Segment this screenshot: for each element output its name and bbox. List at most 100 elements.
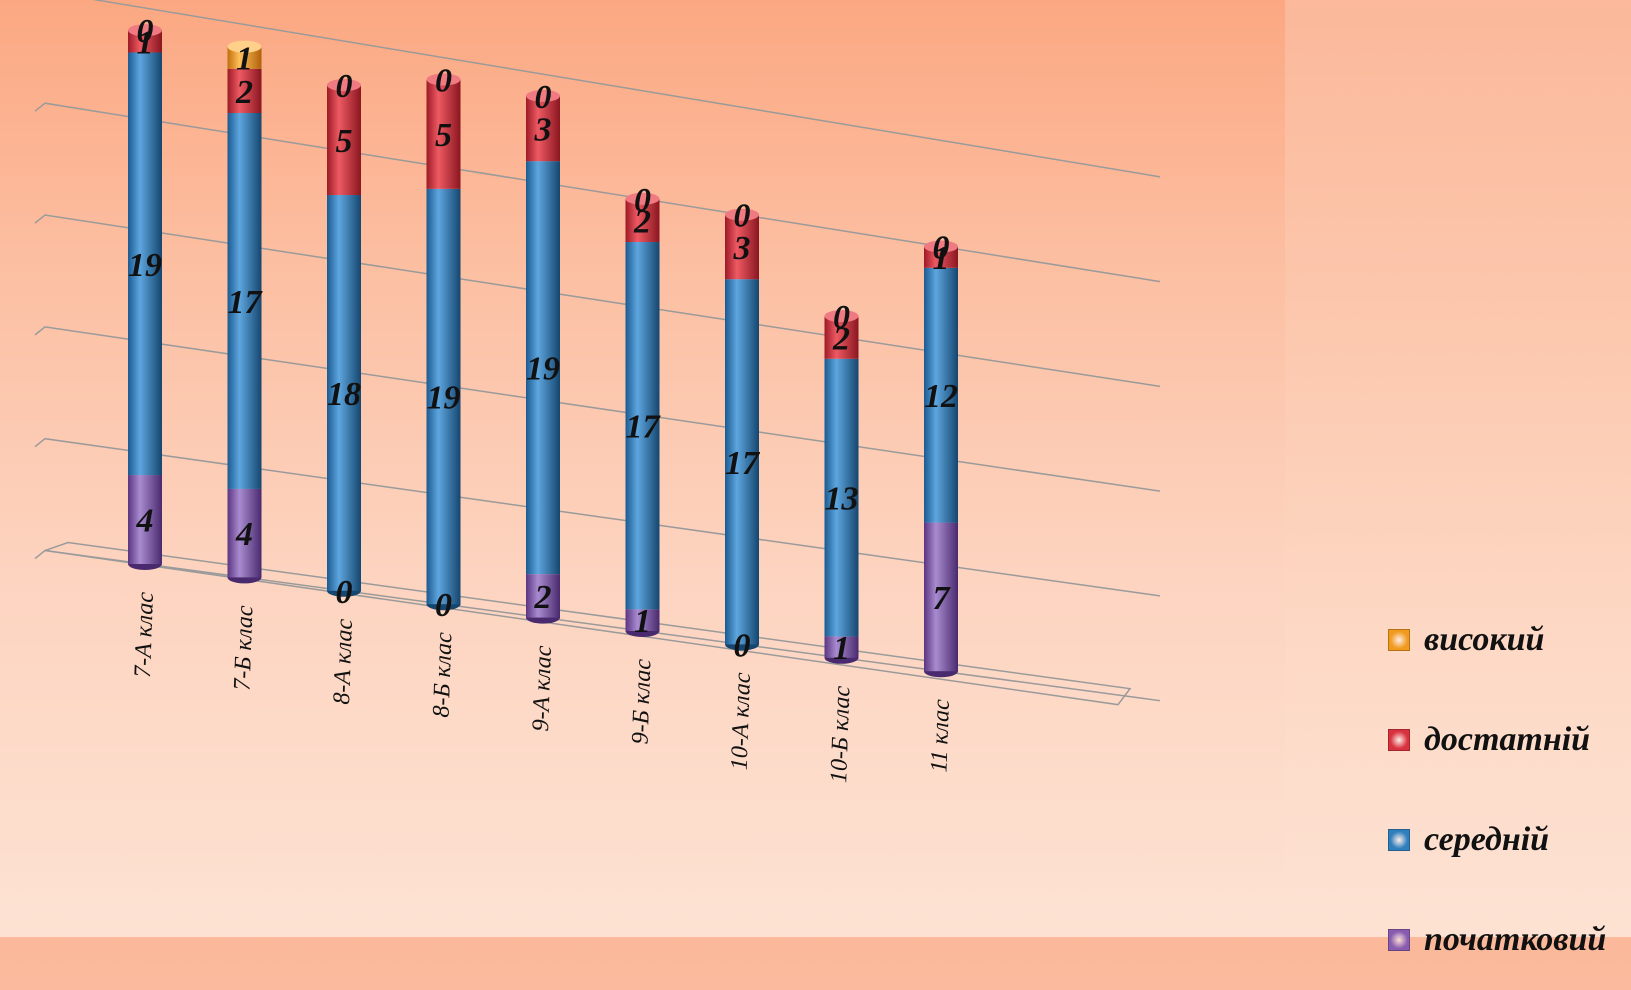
bar-segment (526, 574, 560, 618)
category-label: 7-Б клас (230, 605, 259, 691)
bar-stack (526, 89, 560, 624)
data-label: 1 (236, 41, 253, 78)
gridline (34, 437, 1161, 597)
data-label: 0 (336, 574, 353, 611)
category-label: 10-Б клас (826, 685, 855, 783)
gridlines (34, 0, 1161, 702)
data-label: 12 (924, 378, 958, 415)
data-label: 0 (933, 230, 950, 267)
data-label: 18 (327, 376, 361, 413)
legend-swatch (1388, 929, 1410, 951)
bar-top-cap (625, 192, 660, 205)
legend: високий достатній середній початковий (1388, 590, 1628, 990)
data-label: 13 (825, 481, 859, 518)
data-label: 17 (725, 445, 761, 482)
floor-outline (44, 541, 1132, 706)
data-label: 1 (833, 630, 850, 667)
bar-segment (625, 609, 660, 631)
bar-segment (625, 198, 660, 243)
data-label: 4 (136, 503, 154, 540)
legend-item: початковий (1388, 890, 1628, 990)
data-label: 3 (534, 112, 552, 149)
bar-segment (924, 522, 958, 672)
data-label: 2 (534, 579, 552, 616)
legend-item: високий (1388, 590, 1628, 690)
category-axis-labels: 7-А клас 7-Б клас 8-А клас 8-Б клас 9-А клас… (130, 591, 955, 783)
bar-segment (426, 188, 461, 605)
bar-segment (924, 267, 958, 523)
bar-segment (725, 214, 759, 280)
bar-segment (526, 161, 560, 575)
bar-segment (924, 246, 958, 268)
data-label: 17 (228, 284, 264, 321)
bar-top-cap (426, 73, 461, 86)
data-label: 5 (336, 123, 353, 160)
bar-segment (227, 488, 262, 578)
category-label: 8-А клас (329, 618, 358, 705)
data-label: 0 (137, 13, 154, 50)
gridline (34, 102, 1161, 283)
data-label: 1 (933, 240, 950, 277)
bar-segment (824, 636, 859, 658)
data-label: 0 (634, 182, 651, 219)
category-label: 8-Б клас (429, 631, 458, 717)
chart-floor (44, 541, 1132, 706)
bars (128, 24, 958, 678)
data-label: 0 (435, 587, 452, 624)
bar-segment (227, 46, 262, 69)
bar-segment (128, 475, 162, 564)
bar-stack (426, 73, 461, 611)
data-label: 0 (535, 79, 552, 116)
gridline (92, 0, 1161, 178)
bar-top-cap (526, 89, 560, 102)
bar-segment (824, 316, 859, 359)
data-label: 19 (128, 247, 162, 284)
category-label: 9-А клас (528, 645, 557, 732)
gridline (34, 214, 1161, 388)
bar-segment (327, 195, 361, 591)
bar-stack (824, 310, 859, 664)
bar-stack (725, 208, 759, 651)
data-label: 7 (933, 580, 952, 617)
data-label: 5 (435, 117, 452, 154)
bar-segment (625, 242, 660, 610)
gridline (34, 326, 1161, 492)
bar-top-cap (824, 310, 859, 323)
legend-label: середній (1424, 821, 1550, 858)
bar-top-cap (227, 40, 262, 53)
legend-item: достатній (1388, 690, 1628, 790)
category-label: 7-А клас (130, 591, 159, 678)
data-label: 1 (634, 603, 651, 640)
legend-swatch (1388, 729, 1410, 751)
bar-stack (625, 192, 660, 637)
category-label: 11 клас (926, 698, 955, 773)
bar-segment (526, 95, 560, 162)
data-label: 4 (235, 516, 253, 553)
data-label: 19 (427, 380, 461, 417)
legend-swatch (1388, 829, 1410, 851)
bar-top-cap (327, 79, 361, 92)
data-label: 2 (235, 74, 253, 111)
data-label: 0 (734, 198, 751, 235)
bar-segment (227, 113, 262, 489)
bar-stack (327, 79, 361, 597)
bar-segment (128, 30, 162, 53)
data-labels: 4191041721018500195021930117200173011320… (128, 13, 958, 667)
bar-segment (426, 79, 461, 189)
data-label: 1 (137, 24, 154, 61)
category-label: 9-Б клас (628, 658, 657, 744)
bar-segment (327, 85, 361, 196)
bar-stack (924, 240, 958, 678)
legend-label: високий (1424, 621, 1545, 658)
bar-segment (227, 68, 262, 114)
legend-swatch (1388, 629, 1410, 651)
data-label: 0 (435, 63, 452, 100)
bar-stack (227, 40, 262, 584)
data-label: 0 (734, 627, 751, 664)
legend-item: середній (1388, 790, 1628, 890)
category-label: 10-А клас (727, 672, 756, 771)
legend-label: початковий (1424, 921, 1607, 958)
data-label: 0 (833, 299, 850, 336)
bar-top-cap (924, 240, 958, 253)
bar-stack (128, 24, 162, 570)
